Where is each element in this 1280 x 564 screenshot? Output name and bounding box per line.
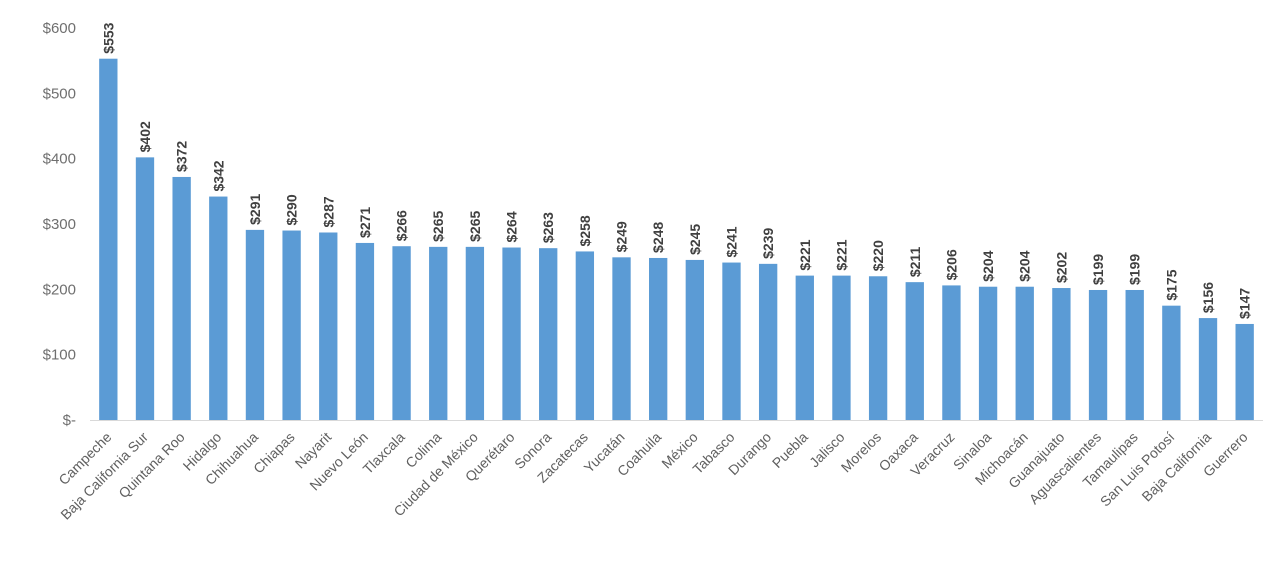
bar (758, 263, 778, 420)
data-label: $147 (1237, 288, 1253, 319)
y-tick-label: $- (63, 412, 76, 429)
bar (905, 282, 924, 420)
bar (1052, 288, 1071, 420)
y-tick-label: $600 (43, 20, 76, 37)
bar (539, 248, 558, 420)
data-label: $204 (1017, 250, 1033, 281)
data-label: $372 (174, 141, 190, 172)
data-label: $221 (833, 239, 849, 270)
data-label: $241 (723, 226, 739, 257)
bar (209, 196, 228, 420)
data-label: $245 (687, 224, 703, 255)
bar (685, 259, 704, 420)
bar (319, 232, 338, 420)
bar (1162, 305, 1181, 420)
bar (355, 242, 375, 420)
bar (392, 246, 411, 420)
data-label: $287 (320, 196, 336, 227)
data-label: $220 (870, 240, 886, 271)
bar (1235, 323, 1254, 420)
data-label: $156 (1200, 282, 1216, 313)
data-label: $271 (357, 207, 373, 238)
bar (1125, 289, 1144, 420)
data-label: $290 (284, 194, 300, 225)
data-label: $291 (247, 194, 263, 225)
data-label: $258 (577, 215, 593, 246)
bar (1198, 318, 1218, 420)
data-label: $199 (1090, 254, 1106, 285)
data-label: $249 (614, 221, 630, 252)
bar (649, 257, 668, 420)
bar (99, 58, 118, 420)
bar-group (99, 58, 1254, 421)
data-label: $221 (797, 239, 813, 270)
bar (978, 286, 998, 420)
data-label: $265 (467, 211, 483, 242)
data-label: $211 (907, 247, 923, 278)
data-label: $553 (100, 22, 116, 53)
bar (502, 247, 521, 420)
data-label: $264 (504, 211, 520, 242)
data-label: $175 (1163, 269, 1179, 300)
bar (172, 176, 191, 420)
bar (245, 229, 265, 420)
data-label: $402 (137, 121, 153, 152)
bar (612, 257, 631, 420)
x-tick-label: Puebla (769, 429, 811, 471)
x-tick-label: Morelos (838, 429, 885, 476)
data-label: $204 (980, 250, 996, 281)
bar (1088, 289, 1108, 420)
data-label-group: $553 $402 $372 $342 $291 $290 $287 $271 $266 $265… (100, 22, 1252, 319)
bar (282, 230, 301, 420)
y-axis: $- $100 $200 $300 $400 $500 $600 (43, 20, 76, 429)
bar (832, 275, 851, 420)
data-label: $265 (430, 211, 446, 242)
data-label: $202 (1053, 252, 1069, 283)
data-label: $199 (1127, 254, 1143, 285)
y-tick-label: $200 (43, 281, 76, 298)
bar (1015, 286, 1034, 420)
data-label: $342 (210, 160, 226, 191)
y-tick-label: $300 (43, 216, 76, 233)
bar (135, 157, 155, 421)
bar (575, 251, 595, 420)
y-tick-label: $500 (43, 85, 76, 102)
bar (465, 246, 485, 420)
data-label: $239 (760, 227, 776, 258)
bar (868, 276, 888, 420)
data-label: $206 (943, 249, 959, 280)
bar (942, 285, 961, 420)
x-tick-label: Chiapas (250, 429, 298, 477)
bar (429, 246, 448, 420)
y-tick-label: $100 (43, 347, 76, 364)
data-label: $263 (540, 212, 556, 243)
data-label: $248 (650, 222, 666, 253)
bar (722, 262, 741, 420)
bar (795, 275, 814, 420)
y-tick-label: $400 (43, 151, 76, 168)
data-label: $266 (394, 210, 410, 241)
